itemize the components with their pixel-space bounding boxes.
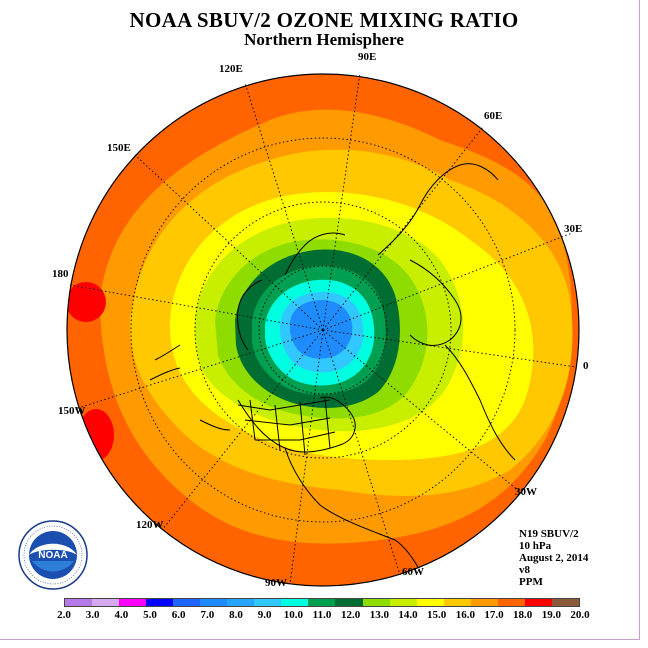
colorbar-label: 9.0 (257, 609, 272, 621)
colorbar-label: 8.0 (229, 609, 243, 621)
colorbar-swatch (119, 599, 147, 606)
info-date: August 2, 2014 (519, 552, 589, 564)
lon-label-30e: 30E (564, 223, 583, 235)
colorbar-label: 14.0 (398, 609, 418, 621)
colorbar-swatch (254, 599, 282, 606)
colorbar (64, 598, 580, 607)
lon-label-30w: 30W (515, 486, 537, 498)
colorbar-swatch (92, 599, 120, 606)
colorbar-label: 7.0 (200, 609, 215, 621)
colorbar-swatch (497, 599, 525, 606)
colorbar-swatch (335, 599, 363, 606)
colorbar-label: 15.0 (427, 609, 447, 621)
colorbar-label: 20.0 (570, 609, 590, 621)
lon-label-60w: 60W (402, 566, 424, 578)
contour-7-8 (289, 300, 353, 359)
lon-label-120e: 120E (219, 63, 243, 75)
info-units: PPM (519, 576, 543, 588)
colorbar-label: 3.0 (85, 609, 100, 621)
lon-label-0: 0 (583, 360, 589, 372)
colorbar-swatch (65, 599, 93, 606)
colorbar-swatch (200, 599, 228, 606)
colorbar-label: 10.0 (283, 609, 303, 621)
colorbar-swatch (551, 599, 579, 606)
lon-label-150e: 150E (107, 142, 131, 154)
lon-label-180: 180 (52, 268, 69, 280)
colorbar-swatch (524, 599, 552, 606)
colorbar-label: 5.0 (143, 609, 157, 621)
colorbar-label: 17.0 (484, 609, 504, 621)
colorbar-swatch (443, 599, 471, 606)
colorbar-label: 11.0 (312, 609, 332, 621)
info-level: 10 hPa (519, 540, 552, 552)
colorbar-swatch (416, 599, 444, 606)
map-boundary (66, 73, 580, 587)
colorbar-swatch (308, 599, 336, 606)
lon-label-90w: 90W (265, 577, 287, 589)
colorbar-label: 4.0 (114, 609, 129, 621)
colorbar-swatch (146, 599, 174, 606)
graticule (69, 72, 577, 585)
map-subtitle: Northern Hemisphere (244, 30, 404, 49)
colorbar-swatch (173, 599, 201, 606)
colorbar-swatch (281, 599, 309, 606)
colorbar-label: 19.0 (541, 609, 561, 621)
colorbar-swatch (470, 599, 498, 606)
info-instrument: N19 SBUV/2 (519, 528, 579, 540)
logo-text: NOAA (38, 550, 67, 561)
map-title: NOAA SBUV/2 OZONE MIXING RATIO (129, 8, 519, 32)
colorbar-label: 13.0 (369, 609, 389, 621)
lon-label-90e: 90E (358, 51, 377, 63)
contour-18-19-a (67, 282, 106, 322)
colorbar-swatch (362, 599, 390, 606)
colorbar-label: 2.0 (57, 609, 71, 621)
colorbar-label: 18.0 (513, 609, 533, 621)
colorbar-label: 12.0 (341, 609, 361, 621)
lon-label-150w: 150W (58, 405, 86, 417)
colorbar-label: 6.0 (171, 609, 186, 621)
colorbar-label: 16.0 (455, 609, 475, 621)
figure-frame (0, 0, 640, 640)
colorbar-swatch (389, 599, 417, 606)
colorbar-swatch (227, 599, 255, 606)
coastlines (149, 163, 516, 586)
info-version: v8 (519, 564, 530, 576)
lon-label-60e: 60E (484, 110, 503, 122)
lon-label-120w: 120W (136, 519, 164, 531)
noaa-logo: NOAA (18, 520, 88, 590)
